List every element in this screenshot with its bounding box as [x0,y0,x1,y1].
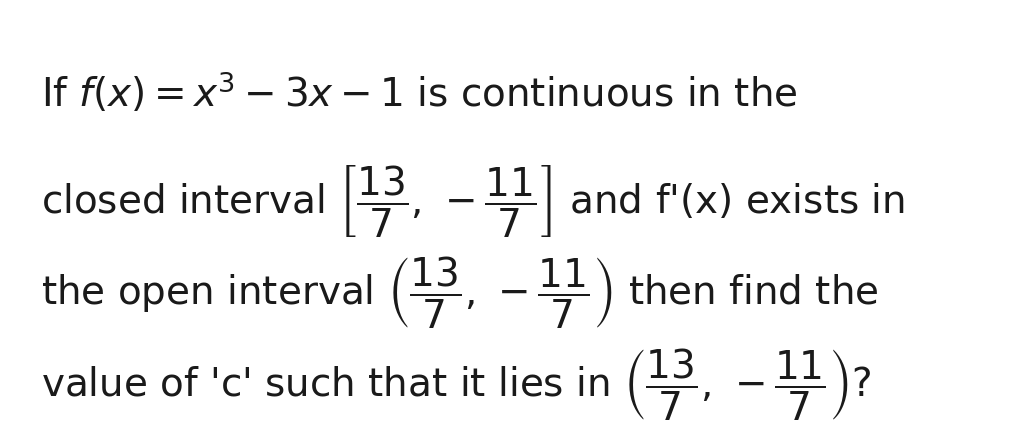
Text: If $f(x) = x^3 - 3x - 1$ is continuous in the: If $f(x) = x^3 - 3x - 1$ is continuous i… [41,70,798,115]
Text: the open interval $\left(\dfrac{13}{7},\,-\dfrac{11}{7}\right)$ then find the: the open interval $\left(\dfrac{13}{7},\… [41,255,879,331]
Text: closed interval $\left[\dfrac{13}{7},\,-\dfrac{11}{7}\right]$ and f'(x) exists i: closed interval $\left[\dfrac{13}{7},\,-… [41,163,905,240]
Text: value of 'c' such that it lies in $\left(\dfrac{13}{7},\,-\dfrac{11}{7}\right)$?: value of 'c' such that it lies in $\left… [41,347,872,423]
